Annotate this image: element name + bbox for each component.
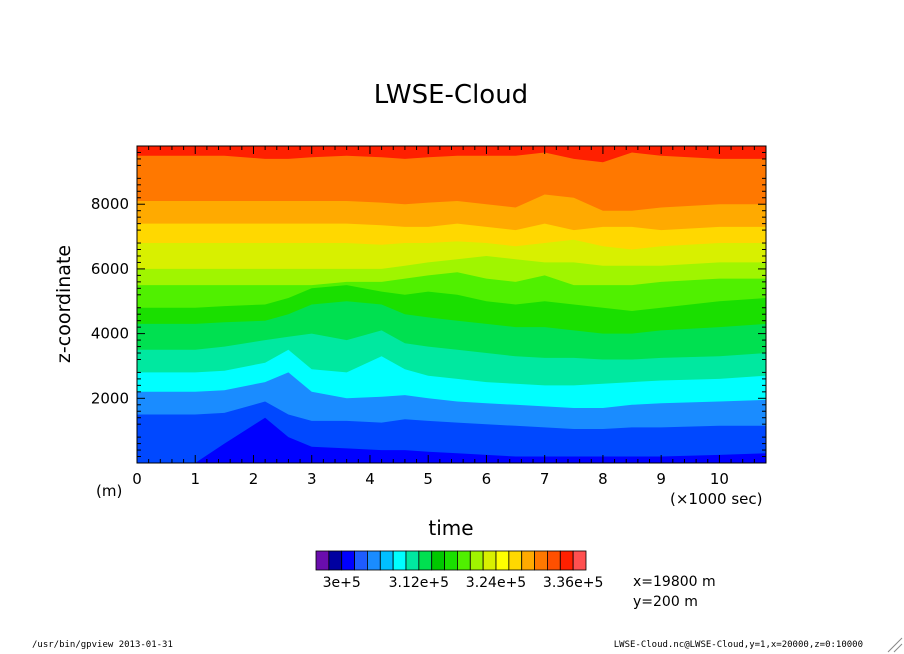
colorbar-cell <box>354 550 368 571</box>
colorbar-label: 3.24e+5 <box>466 575 526 591</box>
colorbar-label: 3e+5 <box>323 575 361 591</box>
x-tick-label: 5 <box>423 470 433 488</box>
y-axis-label: z-coordinate <box>53 245 75 363</box>
y-axis: 2000 4000 6000 8000 <box>91 151 766 458</box>
x-tick-label: 9 <box>656 470 666 488</box>
colorbar-cell <box>572 550 587 571</box>
y-position-readout: y=200 m <box>633 594 698 610</box>
colorbar-label: 3.36e+5 <box>543 575 603 591</box>
footer-right: LWSE-Cloud.nc@LWSE-Cloud,y=1,x=20000,z=0… <box>613 640 863 650</box>
colorbar-cell <box>508 550 523 571</box>
corner-mark <box>893 643 903 653</box>
x-tick-label: 6 <box>482 470 492 488</box>
colorbar-cell <box>418 550 433 571</box>
colorbar-cell <box>379 550 394 571</box>
colorbar-cell <box>457 550 471 571</box>
y-tick-label: 6000 <box>91 260 129 278</box>
x-tick-label: 3 <box>307 470 317 488</box>
contour-band <box>137 146 766 163</box>
colorbar-cell <box>521 550 535 571</box>
x-tick-label: 8 <box>598 470 608 488</box>
x-axis-label: time <box>428 516 473 540</box>
corner-mark <box>887 637 903 653</box>
colorbar-cell <box>328 550 343 571</box>
colorbar-cell <box>547 550 561 571</box>
x-position-readout: x=19800 m <box>633 574 716 590</box>
x-unit-label: (×1000 sec) <box>670 490 763 508</box>
colorbar-cell <box>559 550 574 571</box>
colorbar-cell <box>315 550 330 571</box>
colorbar-label: 3.12e+5 <box>389 575 449 591</box>
footer-left: /usr/bin/gpview 2013-01-31 <box>32 640 173 650</box>
colorbar-cell <box>392 550 407 571</box>
contour-band <box>137 146 766 211</box>
x-tick-label: 0 <box>132 470 142 488</box>
y-tick-label: 8000 <box>91 195 129 213</box>
colorbar-cell <box>431 550 445 571</box>
y-tick-label: 4000 <box>91 325 129 343</box>
colorbar-cell <box>495 550 510 571</box>
x-tick-label: 1 <box>190 470 200 488</box>
y-tick-label: 2000 <box>91 389 129 407</box>
y-unit-label: (m) <box>96 482 122 500</box>
colorbar <box>315 550 587 571</box>
colorbar-labels: 3e+5 3.12e+5 3.24e+5 3.36e+5 <box>323 575 604 591</box>
x-axis: 0 1 2 3 4 5 6 7 8 9 10 <box>132 146 767 488</box>
colorbar-cell <box>341 550 355 571</box>
x-tick-label: 10 <box>710 470 729 488</box>
x-tick-label: 4 <box>365 470 375 488</box>
x-tick-label: 7 <box>540 470 550 488</box>
colorbar-cell <box>405 550 420 571</box>
colorbar-cell <box>534 550 548 571</box>
colorbar-cell <box>444 550 458 571</box>
plot-area <box>137 146 766 463</box>
colorbar-cell <box>469 550 484 571</box>
colorbar-cell <box>367 550 381 571</box>
x-tick-label: 2 <box>249 470 259 488</box>
chart-title: LWSE-Cloud <box>374 80 528 110</box>
colorbar-cell <box>482 550 497 571</box>
